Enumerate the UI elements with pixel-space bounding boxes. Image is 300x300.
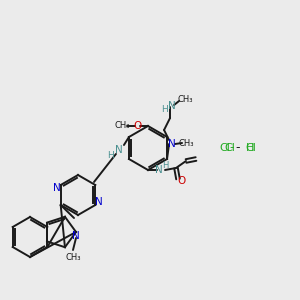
Text: -: - [230, 142, 234, 154]
Text: O: O [134, 121, 142, 131]
Text: N: N [53, 183, 61, 193]
Text: -: - [236, 142, 240, 154]
Text: N: N [95, 197, 103, 207]
Text: CH₃: CH₃ [178, 139, 194, 148]
Text: CH₃: CH₃ [114, 121, 130, 130]
Text: H: H [162, 160, 168, 169]
Text: CH₃: CH₃ [177, 95, 193, 104]
Text: N: N [72, 231, 80, 241]
Text: N: N [168, 139, 176, 149]
Text: Cl: Cl [224, 143, 235, 153]
Text: H: H [246, 143, 254, 153]
Text: N: N [115, 145, 123, 155]
Text: O: O [178, 176, 186, 186]
Text: N: N [168, 101, 176, 111]
Text: Cl: Cl [245, 143, 256, 153]
Text: H: H [161, 106, 167, 115]
Text: H: H [108, 151, 114, 160]
Text: N: N [155, 165, 163, 175]
Text: Cl: Cl [220, 143, 230, 153]
Text: CH₃: CH₃ [65, 253, 81, 262]
